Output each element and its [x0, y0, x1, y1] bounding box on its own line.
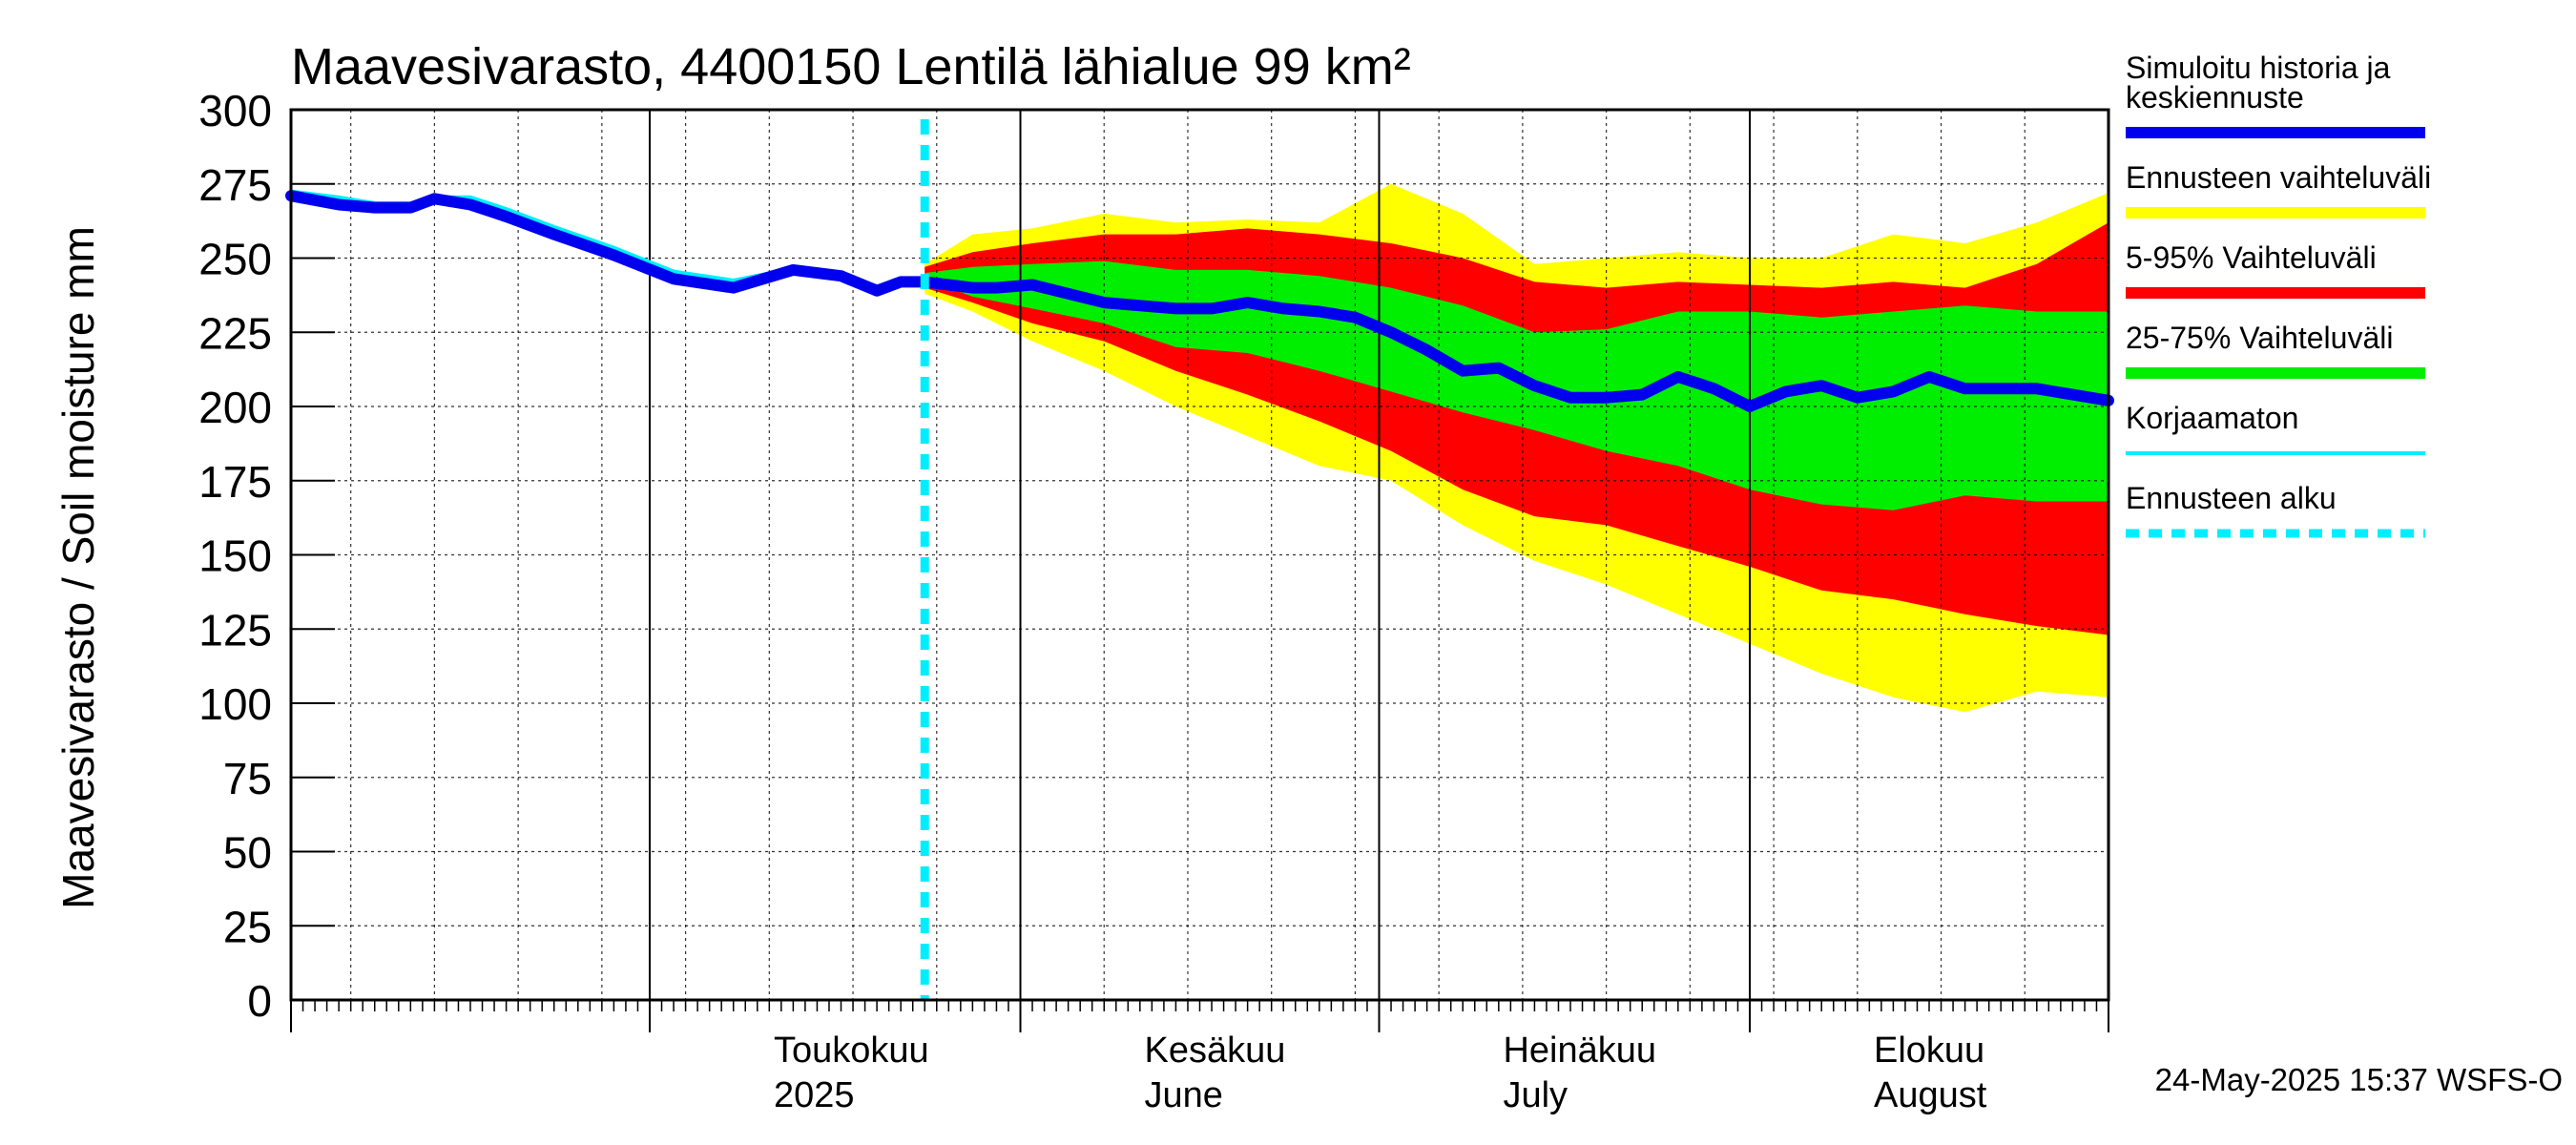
y-tick-label-9: 200 [198, 383, 272, 432]
band-3 [924, 260, 2109, 510]
legend-entry-6: Ennusteen alku [2126, 481, 2425, 538]
legend-entry-5-label: Korjaamaton [2126, 401, 2298, 435]
month-label-4: Elokuu [1874, 1030, 1984, 1071]
y-tick-label-3: 50 [223, 828, 272, 878]
y-tick-label-2: 25 [223, 902, 272, 951]
legend-entry-3: 5-95% Vaihteluväli [2126, 240, 2425, 299]
month-sublabel-4: August [1874, 1075, 1987, 1115]
legend-entry-3-label: 5-95% Vaihteluväli [2126, 240, 2377, 275]
y-tick-label-11: 250 [198, 235, 272, 284]
legend-entry-4-label: 25-75% Vaihteluväli [2126, 321, 2393, 355]
legend-entry-5: Korjaamaton [2126, 401, 2425, 455]
chart-title: Maavesivarasto, 4400150 Lentilä lähialue… [291, 38, 1411, 95]
timestamp-footer: 24-May-2025 15:37 WSFS-O [2155, 1062, 2563, 1097]
legend-entry-2: Ennusteen vaihteluväli [2126, 160, 2431, 219]
y-tick-label-13: 300 [198, 86, 272, 135]
legend-entry-1-label-2: keskiennuste [2126, 80, 2304, 114]
month-label-2: Kesäkuu [1145, 1030, 1286, 1071]
plot-frame [289, 108, 2110, 1002]
legend-entry-4: 25-75% Vaihteluväli [2126, 321, 2425, 379]
y-tick-label-12: 275 [198, 160, 272, 210]
month-sublabel-2: June [1145, 1075, 1223, 1115]
y-tick-label-1: 0 [247, 976, 272, 1026]
y-tick-label-4: 75 [223, 754, 272, 803]
mean-forecast-line [285, 190, 2114, 412]
month-sublabel-1: 2025 [774, 1075, 855, 1115]
y-tick-label-10: 225 [198, 308, 272, 358]
legend-entry-2-label: Ennusteen vaihteluväli [2126, 160, 2431, 195]
y-tick-label-6: 125 [198, 605, 272, 655]
legend-entry-1-label: Simuloitu historia ja [2126, 51, 2391, 85]
month-sublabel-3: July [1503, 1075, 1568, 1115]
y-tick-label-7: 150 [198, 531, 272, 581]
y-tick-label-5: 100 [198, 679, 272, 729]
legend-entry-6-label: Ennusteen alku [2126, 481, 2337, 515]
plot-area: 0 25 50 75 100 125 150 175 200 225 250 275 300 Toukok… [198, 86, 2114, 1115]
month-label-3: Heinäkuu [1503, 1030, 1656, 1071]
y-axis-label: Maavesivarasto / Soil moisture mm [53, 226, 103, 909]
month-label-1: Toukokuu [774, 1030, 929, 1071]
y-tick-label-8: 175 [198, 457, 272, 507]
